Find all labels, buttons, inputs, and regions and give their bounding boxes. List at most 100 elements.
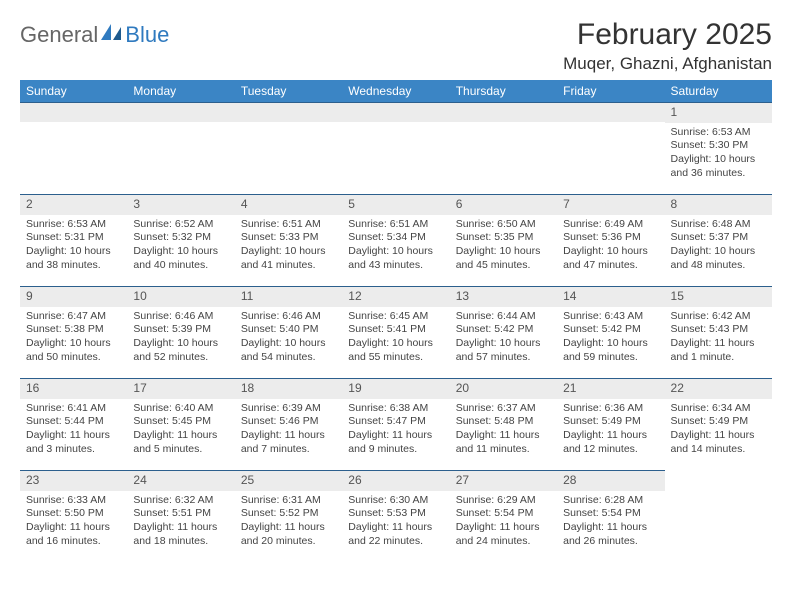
sunset-text: Sunset: 5:44 PM: [26, 415, 121, 429]
calendar-cell: 6Sunrise: 6:50 AMSunset: 5:35 PMDaylight…: [450, 195, 557, 287]
sunrise-text: Sunrise: 6:39 AM: [241, 402, 336, 416]
calendar-cell: 14Sunrise: 6:43 AMSunset: 5:42 PMDayligh…: [557, 287, 664, 379]
sunset-text: Sunset: 5:31 PM: [26, 231, 121, 245]
sunset-text: Sunset: 5:45 PM: [133, 415, 228, 429]
sunset-text: Sunset: 5:48 PM: [456, 415, 551, 429]
day-number: 14: [557, 287, 664, 307]
title-block: February 2025 Muqer, Ghazni, Afghanistan: [563, 18, 772, 74]
sunrise-text: Sunrise: 6:40 AM: [133, 402, 228, 416]
day-number: 24: [127, 471, 234, 491]
calendar-cell: 8Sunrise: 6:48 AMSunset: 5:37 PMDaylight…: [665, 195, 772, 287]
day-header-row: Sunday Monday Tuesday Wednesday Thursday…: [20, 80, 772, 103]
sunset-text: Sunset: 5:50 PM: [26, 507, 121, 521]
daylight-text: Daylight: 11 hours and 26 minutes.: [563, 521, 658, 548]
calendar-row: 23Sunrise: 6:33 AMSunset: 5:50 PMDayligh…: [20, 471, 772, 563]
daylight-text: Daylight: 10 hours and 47 minutes.: [563, 245, 658, 272]
sunrise-text: Sunrise: 6:29 AM: [456, 494, 551, 508]
day-number: 5: [342, 195, 449, 215]
calendar-cell: 2Sunrise: 6:53 AMSunset: 5:31 PMDaylight…: [20, 195, 127, 287]
day-number: 6: [450, 195, 557, 215]
sunset-text: Sunset: 5:35 PM: [456, 231, 551, 245]
calendar-cell: 23Sunrise: 6:33 AMSunset: 5:50 PMDayligh…: [20, 471, 127, 563]
daylight-text: Daylight: 11 hours and 3 minutes.: [26, 429, 121, 456]
sunset-text: Sunset: 5:30 PM: [671, 139, 766, 153]
daylight-text: Daylight: 10 hours and 50 minutes.: [26, 337, 121, 364]
sunrise-text: Sunrise: 6:44 AM: [456, 310, 551, 324]
location-text: Muqer, Ghazni, Afghanistan: [563, 54, 772, 74]
day-number: 23: [20, 471, 127, 491]
day-number: 2: [20, 195, 127, 215]
daylight-text: Daylight: 11 hours and 5 minutes.: [133, 429, 228, 456]
day-header: Sunday: [20, 80, 127, 103]
calendar-cell: 12Sunrise: 6:45 AMSunset: 5:41 PMDayligh…: [342, 287, 449, 379]
calendar-cell: 19Sunrise: 6:38 AMSunset: 5:47 PMDayligh…: [342, 379, 449, 471]
calendar-cell: 9Sunrise: 6:47 AMSunset: 5:38 PMDaylight…: [20, 287, 127, 379]
sunrise-text: Sunrise: 6:49 AM: [563, 218, 658, 232]
calendar-cell: [235, 103, 342, 195]
calendar-cell: 22Sunrise: 6:34 AMSunset: 5:49 PMDayligh…: [665, 379, 772, 471]
day-number: 17: [127, 379, 234, 399]
sunset-text: Sunset: 5:46 PM: [241, 415, 336, 429]
day-number: 16: [20, 379, 127, 399]
sunset-text: Sunset: 5:43 PM: [671, 323, 766, 337]
daylight-text: Daylight: 10 hours and 36 minutes.: [671, 153, 766, 180]
logo-sail-icon: [101, 22, 123, 48]
calendar-cell: 17 Sunrise: 6:40 AMSunset: 5:45 PMDayligh…: [127, 379, 234, 471]
calendar-cell: 10Sunrise: 6:46 AMSunset: 5:39 PMDayligh…: [127, 287, 234, 379]
calendar-cell: 27Sunrise: 6:29 AMSunset: 5:54 PMDayligh…: [450, 471, 557, 563]
day-number: 8: [665, 195, 772, 215]
sunset-text: Sunset: 5:40 PM: [241, 323, 336, 337]
sunrise-text: Sunrise: 6:53 AM: [671, 126, 766, 140]
day-header: Wednesday: [342, 80, 449, 103]
sunrise-text: Sunrise: 6:46 AM: [133, 310, 228, 324]
sunset-text: Sunset: 5:53 PM: [348, 507, 443, 521]
calendar-cell: 18Sunrise: 6:39 AMSunset: 5:46 PMDayligh…: [235, 379, 342, 471]
day-number-empty: [342, 103, 449, 122]
sunset-text: Sunset: 5:52 PM: [241, 507, 336, 521]
day-number: 10: [127, 287, 234, 307]
sunrise-text: Sunrise: 6:46 AM: [241, 310, 336, 324]
page-header: General Blue February 2025 Muqer, Ghazni…: [20, 18, 772, 74]
calendar-cell: 28Sunrise: 6:28 AMSunset: 5:54 PMDayligh…: [557, 471, 664, 563]
day-number: 26: [342, 471, 449, 491]
sunset-text: Sunset: 5:41 PM: [348, 323, 443, 337]
sunset-text: Sunset: 5:51 PM: [133, 507, 228, 521]
daylight-text: Daylight: 10 hours and 40 minutes.: [133, 245, 228, 272]
calendar-cell: 25Sunrise: 6:31 AMSunset: 5:52 PMDayligh…: [235, 471, 342, 563]
sunset-text: Sunset: 5:47 PM: [348, 415, 443, 429]
sunrise-text: Sunrise: 6:43 AM: [563, 310, 658, 324]
sunset-text: Sunset: 5:54 PM: [563, 507, 658, 521]
sunset-text: Sunset: 5:34 PM: [348, 231, 443, 245]
calendar-cell: 1 Sunrise: 6:53 AMSunset: 5:30 PMDaylight…: [665, 103, 772, 195]
day-number: 19: [342, 379, 449, 399]
daylight-text: Daylight: 11 hours and 14 minutes.: [671, 429, 766, 456]
day-number: 1: [665, 103, 772, 123]
sunrise-text: Sunrise: 6:45 AM: [348, 310, 443, 324]
sunrise-text: Sunrise: 6:41 AM: [26, 402, 121, 416]
calendar-cell: [127, 103, 234, 195]
sunrise-text: Sunrise: 6:28 AM: [563, 494, 658, 508]
day-number: 21: [557, 379, 664, 399]
sunset-text: Sunset: 5:54 PM: [456, 507, 551, 521]
sunset-text: Sunset: 5:42 PM: [563, 323, 658, 337]
day-number: 22: [665, 379, 772, 399]
day-number: 15: [665, 287, 772, 307]
day-number: 7: [557, 195, 664, 215]
calendar-row: 16Sunrise: 6:41 AMSunset: 5:44 PMDayligh…: [20, 379, 772, 471]
calendar-cell: [20, 103, 127, 195]
sunset-text: Sunset: 5:33 PM: [241, 231, 336, 245]
sunset-text: Sunset: 5:36 PM: [563, 231, 658, 245]
daylight-text: Daylight: 10 hours and 55 minutes.: [348, 337, 443, 364]
daylight-text: Daylight: 11 hours and 7 minutes.: [241, 429, 336, 456]
calendar-table: Sunday Monday Tuesday Wednesday Thursday…: [20, 80, 772, 563]
daylight-text: Daylight: 11 hours and 20 minutes.: [241, 521, 336, 548]
sunrise-text: Sunrise: 6:42 AM: [671, 310, 766, 324]
day-number: 4: [235, 195, 342, 215]
day-number-empty: [557, 103, 664, 122]
daylight-text: Daylight: 10 hours and 48 minutes.: [671, 245, 766, 272]
calendar-cell: 5Sunrise: 6:51 AMSunset: 5:34 PMDaylight…: [342, 195, 449, 287]
sunset-text: Sunset: 5:49 PM: [563, 415, 658, 429]
daylight-text: Daylight: 11 hours and 16 minutes.: [26, 521, 121, 548]
calendar-row: 2Sunrise: 6:53 AMSunset: 5:31 PMDaylight…: [20, 195, 772, 287]
logo: General Blue: [20, 22, 169, 48]
